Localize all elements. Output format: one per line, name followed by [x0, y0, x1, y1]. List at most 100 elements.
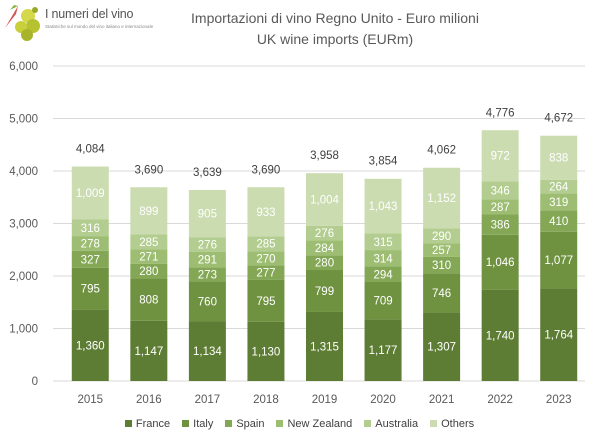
data-label: 285 — [256, 239, 275, 251]
legend-label: Italy — [193, 418, 214, 430]
chart-title: Importazioni di vino Regno Unito - Euro … — [70, 8, 599, 50]
legend-item: Australia — [364, 418, 418, 430]
total-label: 4,084 — [76, 144, 105, 156]
data-label: 899 — [139, 206, 158, 218]
data-label: 280 — [315, 258, 334, 270]
total-label: 4,776 — [486, 107, 515, 119]
legend-swatch — [276, 420, 284, 427]
y-tick-label: 5,000 — [9, 114, 38, 126]
data-label: 386 — [491, 220, 510, 232]
bar-segment-new-zealand — [130, 249, 168, 264]
bar-segment-others — [71, 166, 109, 220]
bar-segment-others — [481, 130, 519, 182]
data-label: 346 — [491, 185, 510, 197]
data-label: 270 — [256, 253, 275, 265]
data-label: 1,077 — [544, 255, 573, 267]
data-label: 264 — [549, 182, 569, 194]
bar-segment-spain — [481, 214, 519, 235]
x-tick-label: 2022 — [487, 394, 513, 406]
data-label: 1,152 — [427, 193, 456, 205]
data-label: 276 — [315, 228, 334, 240]
legend-swatch — [430, 420, 438, 427]
logo-subtitle: Statistiche sul mondo del vino italiano … — [45, 24, 154, 29]
data-label: 709 — [373, 296, 392, 308]
data-label: 273 — [198, 269, 217, 281]
bar-segment-new-zealand — [71, 236, 109, 251]
data-label: 799 — [315, 286, 334, 298]
x-tick-label: 2017 — [195, 394, 221, 406]
bar-segment-australia — [247, 236, 285, 252]
data-label: 760 — [198, 297, 217, 309]
bar-segment-france — [481, 289, 519, 381]
bar-segment-new-zealand — [247, 251, 285, 266]
data-label: 1,046 — [486, 257, 515, 269]
data-label: 933 — [256, 207, 275, 219]
legend-item: Italy — [182, 418, 213, 430]
data-label: 1,004 — [310, 195, 339, 207]
bar-segment-australia — [130, 234, 168, 250]
legend-item: Spain — [225, 418, 264, 430]
total-label: 3,639 — [193, 167, 222, 179]
bar-segment-italy — [540, 231, 578, 289]
legend-label: Others — [441, 418, 475, 430]
total-label: 4,672 — [544, 113, 573, 125]
bar-segment-france — [247, 321, 285, 381]
y-tick-label: 3,000 — [9, 219, 38, 231]
chart-legend: France Italy Spain New Zealand Australia Othe… — [0, 418, 599, 430]
bar-segment-new-zealand — [540, 193, 578, 211]
data-label: 294 — [373, 269, 393, 281]
bar-segment-others — [306, 173, 343, 226]
legend-label: France — [135, 418, 171, 430]
y-tick-label: 1,000 — [9, 324, 38, 336]
chart-title-line-2: UK wine imports (EURm) — [256, 31, 414, 47]
data-label: 1,360 — [76, 340, 105, 352]
bar-segment-italy — [423, 273, 461, 313]
bar-segment-spain — [306, 255, 343, 271]
data-label: 327 — [81, 254, 100, 266]
data-label: 314 — [373, 253, 393, 265]
bar-segment-italy — [130, 278, 168, 321]
bar-segment-australia — [71, 219, 109, 237]
bar-segment-spain — [247, 265, 285, 280]
data-label: 1,177 — [369, 345, 398, 357]
bar-segment-new-zealand — [188, 251, 226, 268]
data-label: 1,740 — [486, 330, 515, 342]
bar-segment-others — [540, 135, 578, 180]
x-tick-label: 2020 — [370, 394, 396, 406]
bar-segment-france — [364, 319, 402, 381]
grapes-logo-icon — [5, 5, 40, 41]
x-tick-label: 2021 — [429, 394, 455, 406]
bar-segment-spain — [130, 263, 168, 279]
x-tick-label: 2019 — [312, 394, 338, 406]
legend-label: New Zealand — [287, 418, 353, 430]
logo: I numeri del vino Statistiche sul mondo … — [2, 2, 153, 42]
data-label: 1,307 — [427, 342, 456, 354]
bar-segment-australia — [481, 181, 519, 200]
bar-segment-australia — [423, 228, 461, 244]
data-label: 310 — [432, 260, 451, 272]
bar-segment-new-zealand — [481, 199, 519, 215]
total-label: 3,958 — [310, 150, 339, 162]
legend-swatch — [225, 420, 233, 427]
legend-swatch — [364, 420, 372, 427]
logo-title: I numeri del vino — [45, 7, 134, 21]
bar-segment-france — [423, 312, 461, 381]
bar-segment-others — [247, 187, 285, 237]
bar-segment-australia — [188, 237, 226, 252]
bar-segment-australia — [364, 233, 402, 251]
data-label: 795 — [256, 296, 275, 308]
data-label: 278 — [81, 238, 100, 250]
bar-segment-france — [130, 320, 168, 381]
y-tick-label: 2,000 — [9, 271, 38, 283]
data-label: 287 — [491, 202, 510, 214]
y-tick-label: 6,000 — [9, 61, 38, 73]
data-label: 1,315 — [310, 341, 339, 353]
data-label: 1,043 — [369, 201, 398, 213]
data-label: 271 — [139, 252, 158, 264]
data-label: 1,009 — [76, 188, 105, 200]
legend-item: New Zealand — [276, 418, 352, 430]
data-label: 838 — [549, 153, 568, 165]
bar-segment-others — [130, 187, 168, 235]
bar-segment-italy — [306, 270, 343, 312]
data-label: 284 — [315, 243, 335, 255]
